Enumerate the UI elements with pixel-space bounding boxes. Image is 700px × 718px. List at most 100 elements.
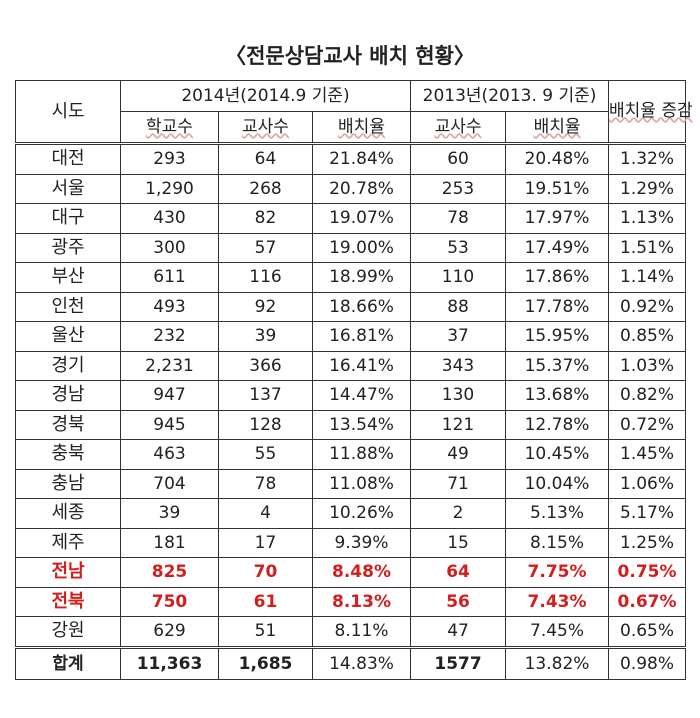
region-cell: 강원	[15, 616, 121, 648]
rate-2014-cell: 14.47%	[311, 380, 412, 411]
schools-cell: 300	[120, 232, 219, 263]
teachers-2013-cell: 37	[410, 321, 507, 352]
rate-2013-cell: 17.86%	[505, 262, 610, 293]
schools-cell: 629	[120, 616, 219, 648]
region-cell: 대전	[15, 143, 121, 175]
rate-2013-cell: 17.49%	[505, 232, 610, 263]
table-row: 전남 825 70 8.48% 64 7.75% 0.75%	[15, 557, 687, 588]
schools-cell: 1,290	[120, 173, 219, 204]
rate-increase-cell: 1.14%	[608, 262, 687, 293]
schools-cell: 293	[120, 143, 219, 175]
teachers-2014-cell: 78	[218, 468, 313, 499]
rate-increase-cell: 0.72%	[608, 409, 687, 440]
rate-2014-cell: 16.41%	[311, 350, 412, 381]
teachers-2014-cell: 17	[218, 527, 313, 558]
region-cell: 부산	[15, 262, 121, 293]
schools-cell: 232	[120, 321, 219, 352]
teachers-2014-cell: 92	[218, 291, 313, 322]
rate-increase-cell: 0.85%	[608, 321, 687, 352]
rate-increase-cell: 0.67%	[608, 586, 687, 617]
rate-2014-cell: 8.13%	[311, 586, 412, 617]
header-group-2013: 2013년(2013. 9 기준)	[410, 80, 610, 112]
rate-2013-cell: 12.78%	[505, 409, 610, 440]
region-cell: 경남	[15, 380, 121, 411]
table-row: 울산 232 39 16.81% 37 15.95% 0.85%	[15, 321, 687, 352]
rate-2013-cell: 7.45%	[505, 616, 610, 648]
teachers-2013-cell: 130	[410, 380, 507, 411]
teachers-2013-cell: 64	[410, 557, 507, 588]
table-row: 제주 181 17 9.39% 15 8.15% 1.25%	[15, 527, 687, 558]
teachers-2013-cell: 56	[410, 586, 507, 617]
schools-cell: 39	[120, 498, 219, 529]
table-row: 충남 704 78 11.08% 71 10.04% 1.06%	[15, 468, 687, 499]
table-row: 인천 493 92 18.66% 88 17.78% 0.92%	[15, 291, 687, 322]
table-row: 경기 2,231 366 16.41% 343 15.37% 1.03%	[15, 350, 687, 381]
rate-2014-cell: 11.88%	[311, 439, 412, 470]
rate-increase-cell: 1.03%	[608, 350, 687, 381]
teachers-2014-cell: 137	[218, 380, 313, 411]
rate-increase-cell: 1.25%	[608, 527, 687, 558]
teachers-2014-cell: 70	[218, 557, 313, 588]
table-row: 세종 39 4 10.26% 2 5.13% 5.17%	[15, 498, 687, 529]
rate-increase-cell: 0.82%	[608, 380, 687, 411]
region-cell: 광주	[15, 232, 121, 263]
teachers-2013-cell: 47	[410, 616, 507, 648]
rate-2014-cell: 18.99%	[311, 262, 412, 293]
region-cell: 충남	[15, 468, 121, 499]
rate-2014-cell: 9.39%	[311, 527, 412, 558]
header-rate-increase: 배치율 증감	[608, 80, 693, 145]
schools-cell: 463	[120, 439, 219, 470]
rate-2013-cell: 15.37%	[505, 350, 610, 381]
teachers-2013-cell: 2	[410, 498, 507, 529]
table-row: 대전 293 64 21.84% 60 20.48% 1.32%	[15, 143, 687, 175]
rate-2014-cell: 20.78%	[311, 173, 412, 204]
teachers-2013-cell: 121	[410, 409, 507, 440]
total-teachers-2014: 1,685	[218, 645, 313, 680]
rate-2013-cell: 19.51%	[505, 173, 610, 204]
header-teachers-2014: 교사수	[218, 111, 313, 145]
rate-2013-cell: 7.43%	[505, 586, 610, 617]
rate-increase-cell: 1.32%	[608, 143, 687, 175]
region-cell: 인천	[15, 291, 121, 322]
rate-2013-cell: 20.48%	[505, 143, 610, 175]
teachers-2014-cell: 82	[218, 203, 313, 234]
teachers-2014-cell: 366	[218, 350, 313, 381]
rate-2013-cell: 13.68%	[505, 380, 610, 411]
rate-2014-cell: 19.00%	[311, 232, 412, 263]
schools-cell: 611	[120, 262, 219, 293]
teachers-2014-cell: 57	[218, 232, 313, 263]
header-schools: 학교수	[120, 111, 219, 145]
region-cell: 대구	[15, 203, 121, 234]
schools-cell: 825	[120, 557, 219, 588]
table-header: 시도 2014년(2014.9 기준) 2013년(2013. 9 기준) 배치…	[15, 80, 693, 145]
rate-increase-cell: 0.92%	[608, 291, 687, 322]
schools-cell: 181	[120, 527, 219, 558]
header-rate-2014: 배치율	[311, 111, 412, 145]
rate-2013-cell: 17.78%	[505, 291, 610, 322]
header-rate-2013: 배치율	[505, 111, 610, 145]
rate-2014-cell: 18.66%	[311, 291, 412, 322]
rate-increase-cell: 1.45%	[608, 439, 687, 470]
header-teachers-2013: 교사수	[410, 111, 507, 145]
total-rate-increase: 0.98%	[608, 645, 687, 680]
teachers-2014-cell: 61	[218, 586, 313, 617]
table-row: 전북 750 61 8.13% 56 7.43% 0.67%	[15, 586, 687, 617]
table-row: 강원 629 51 8.11% 47 7.45% 0.65%	[15, 616, 687, 648]
teachers-2013-cell: 53	[410, 232, 507, 263]
rate-2014-cell: 11.08%	[311, 468, 412, 499]
table-row: 경남 947 137 14.47% 130 13.68% 0.82%	[15, 380, 687, 411]
region-cell: 제주	[15, 527, 121, 558]
table-row: 충북 463 55 11.88% 49 10.45% 1.45%	[15, 439, 687, 470]
total-schools: 11,363	[120, 645, 219, 680]
teachers-2014-cell: 268	[218, 173, 313, 204]
rate-2013-cell: 15.95%	[505, 321, 610, 352]
rate-2014-cell: 21.84%	[311, 143, 412, 175]
rate-2014-cell: 19.07%	[311, 203, 412, 234]
table-row-total: 합계 11,363 1,685 14.83% 1577 13.82% 0.98%	[15, 645, 687, 680]
total-teachers-2013: 1577	[410, 645, 507, 680]
region-cell: 울산	[15, 321, 121, 352]
teachers-2013-cell: 60	[410, 143, 507, 175]
region-cell: 서울	[15, 173, 121, 204]
table-row: 광주 300 57 19.00% 53 17.49% 1.51%	[15, 232, 687, 263]
region-cell: 충북	[15, 439, 121, 470]
